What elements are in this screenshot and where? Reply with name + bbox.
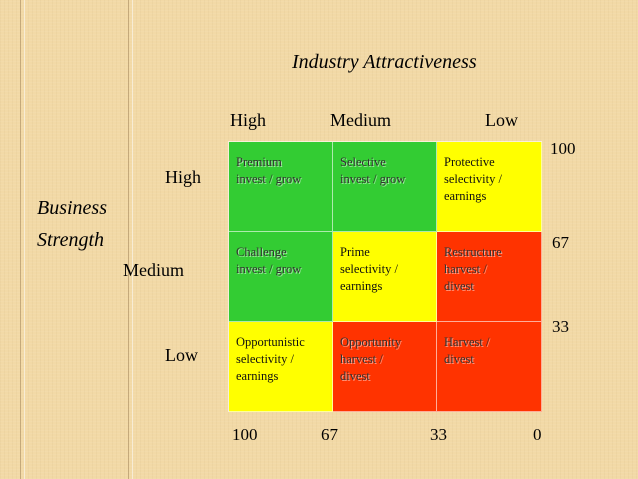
cell-text-line: invest / grow [236, 261, 302, 276]
cell-text-line: divest [444, 351, 474, 366]
matrix-cell-restructure: Restructure harvest / divest [437, 232, 542, 322]
decorative-line [132, 0, 133, 479]
cell-text-line: divest [340, 368, 370, 383]
matrix-cell-selective: Selective invest / grow [333, 142, 437, 232]
cell-text-line: earnings [236, 368, 279, 383]
row-label-medium: Medium [123, 260, 184, 280]
matrix-cell-prime: Prime selectivity / earnings [333, 232, 437, 322]
decorative-line [20, 0, 21, 479]
matrix-cell-opportunity: Opportunity harvest / divest [333, 322, 437, 412]
row-label-low: Low [165, 345, 198, 365]
cell-text-line: earnings [444, 188, 487, 203]
right-scale-tick: 67 [552, 233, 569, 252]
bottom-scale-tick: 0 [533, 425, 542, 444]
cell-text-line: selectivity / [444, 171, 502, 186]
cell-text-line: Protective [444, 155, 495, 169]
matrix-cell-challenge: Challenge invest / grow [229, 232, 333, 322]
matrix-cell-opportunistic: Opportunistic selectivity / earnings [229, 322, 333, 412]
column-label-high: High [230, 110, 266, 130]
matrix-cell-harvest: Harvest / divest [437, 322, 542, 412]
cell-text-line: divest [444, 278, 474, 293]
cell-text-line: selectivity / [236, 351, 294, 366]
cell-text-line: Challenge [236, 245, 287, 259]
column-label-low: Low [485, 110, 518, 130]
cell-text-line: harvest / [444, 261, 487, 276]
diagram-title: Industry Attractiveness [292, 51, 477, 73]
bottom-scale-tick: 67 [321, 425, 338, 444]
decorative-line [128, 0, 129, 479]
y-axis-title-line1: Business [37, 197, 107, 219]
cell-text-line: selectivity / [340, 261, 398, 276]
cell-text-line: harvest / [340, 351, 383, 366]
cell-text-line: Prime [340, 245, 370, 259]
cell-text-line: Selective [340, 155, 386, 169]
cell-text-line: earnings [340, 278, 383, 293]
cell-text-line: Opportunistic [236, 335, 305, 349]
cell-text-line: Harvest / [444, 335, 490, 349]
matrix-cell-premium: Premium invest / grow [229, 142, 333, 232]
cell-text-line: Opportunity [340, 335, 402, 349]
right-scale-tick: 100 [550, 139, 576, 158]
bottom-scale-tick: 100 [232, 425, 258, 444]
bottom-scale-tick: 33 [430, 425, 447, 444]
cell-text-line: Restructure [444, 245, 502, 259]
y-axis-title-line2: Strength [37, 229, 105, 251]
cell-text-line: invest / grow [236, 171, 302, 186]
strategy-matrix: Premium invest / grow Selective invest /… [228, 141, 542, 412]
decorative-line [24, 0, 25, 479]
column-label-medium: Medium [330, 110, 391, 130]
cell-text-line: Premium [236, 155, 282, 169]
matrix-cell-protective: Protective selectivity / earnings [437, 142, 542, 232]
row-label-high: High [165, 167, 201, 187]
right-scale-tick: 33 [552, 317, 569, 336]
cell-text-line: invest / grow [340, 171, 406, 186]
